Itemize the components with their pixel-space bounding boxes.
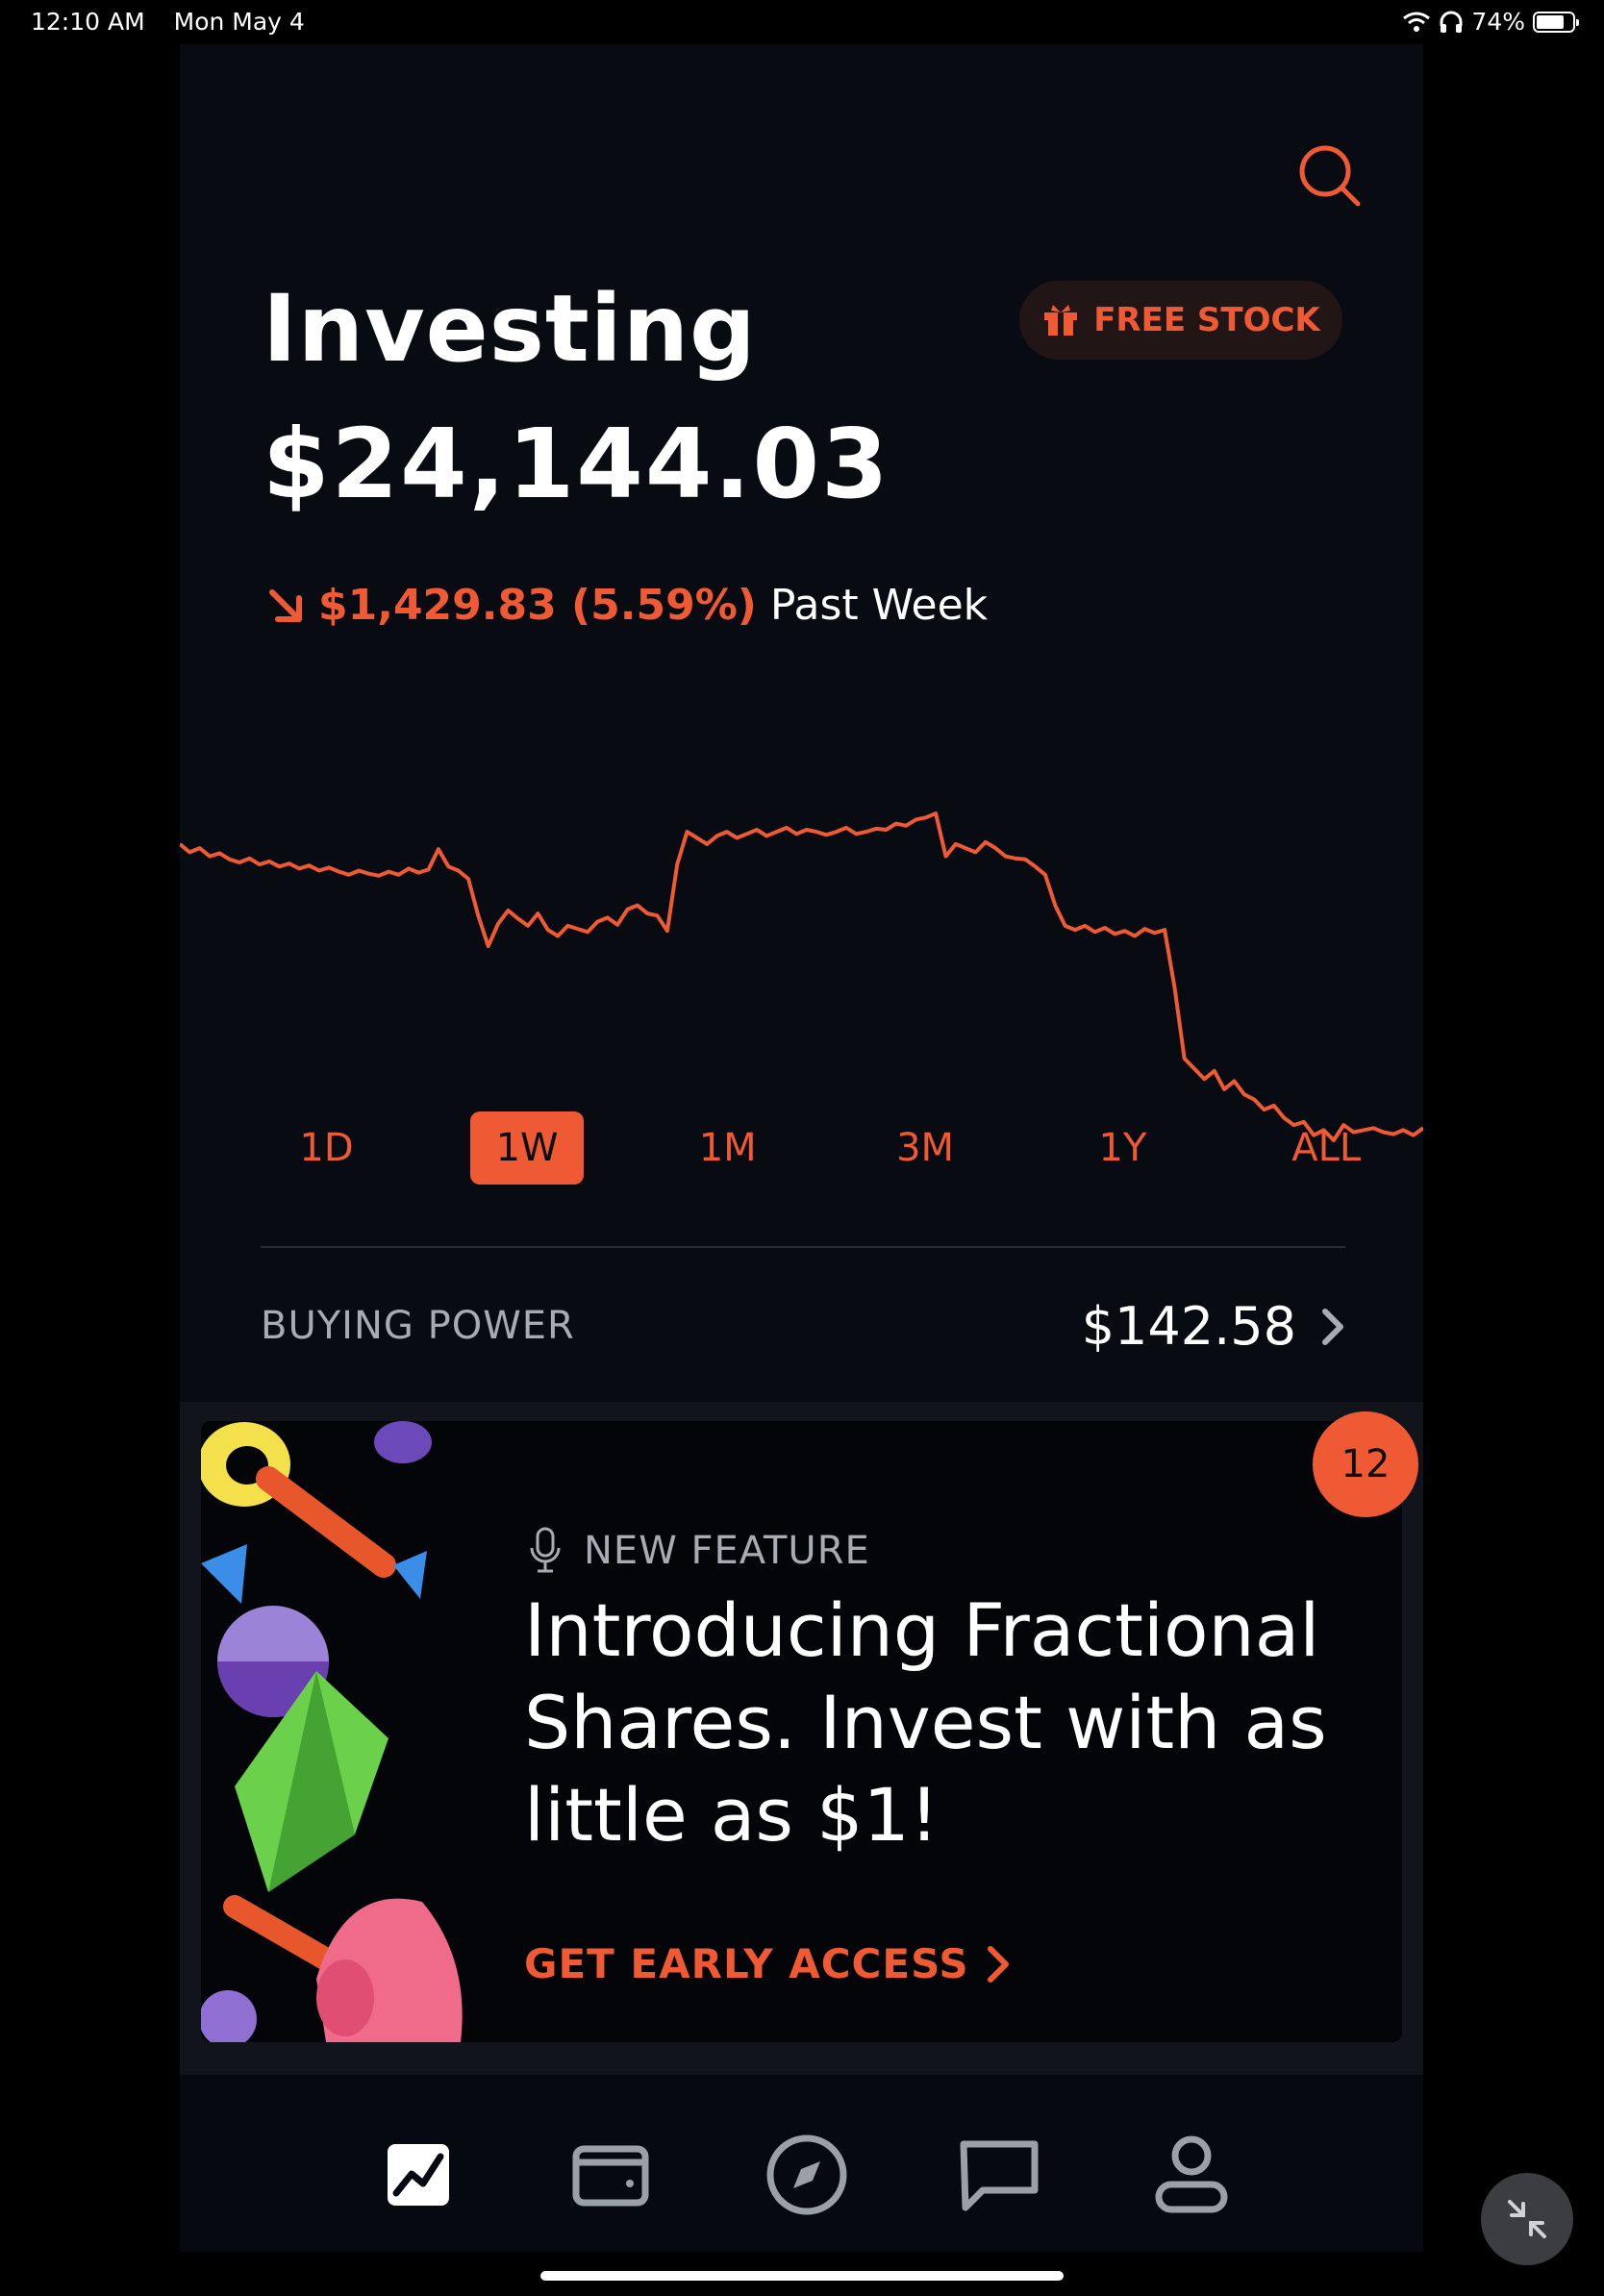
compass-icon [766,2134,847,2215]
chevron-right-icon [1322,1308,1343,1345]
time-range-selector: 1D 1W 1M 3M 1Y ALL [263,1111,1361,1188]
home-indicator[interactable] [540,2271,1064,2281]
status-time: 12:10 AM [31,8,145,36]
get-early-access-link[interactable]: GET EARLY ACCESS [524,1940,1010,1987]
buying-power-row[interactable]: $142.58 [1082,1296,1344,1357]
bottom-tab-bar [180,2075,1423,2252]
status-bar: 12:10 AM Mon May 4 74% [0,0,1604,44]
range-1y[interactable]: 1Y [1098,1126,1147,1170]
promo-card[interactable]: NEW FEATURE Introducing Fractional Share… [201,1421,1402,2042]
range-1m[interactable]: 1M [698,1126,757,1170]
wifi-icon [1403,12,1431,32]
chat-icon [960,2140,1039,2211]
promo-headline: Introducing Fractional Shares. Invest wi… [524,1587,1327,1858]
new-feature-tag: NEW FEATURE [528,1527,870,1575]
promo-illustration [201,1421,463,2042]
change-period: Past Week [769,581,989,630]
free-stock-button[interactable]: FREE STOCK [1019,281,1342,360]
battery-percent: 74% [1471,8,1525,36]
collapse-arrows-icon [1508,2200,1546,2238]
portfolio-tab[interactable] [372,2129,464,2221]
headphones-icon [1440,11,1463,33]
gift-icon [1044,305,1078,336]
notification-badge[interactable]: 12 [1313,1411,1418,1517]
free-stock-label: FREE STOCK [1093,301,1320,339]
change-amount: $1,429.83 (5.59%) [318,581,757,630]
arrow-down-right-icon [269,588,302,622]
status-bar-left: 12:10 AM Mon May 4 [31,8,326,36]
cta-label: GET EARLY ACCESS [524,1940,969,1987]
app-screen: Investing FREE STOCK $24,144.03 $1,429.8… [180,44,1423,2252]
range-1d[interactable]: 1D [299,1126,354,1170]
account-tab[interactable] [1145,2129,1238,2221]
portfolio-change: $1,429.83 (5.59%) Past Week [266,581,988,630]
page-title: Investing [263,275,757,383]
search-icon [1299,145,1361,207]
chevron-right-icon [987,1945,1009,1983]
status-bar-right: 74% [1402,8,1579,36]
divider [261,1246,1345,1248]
collapse-button[interactable] [1481,2173,1573,2265]
buying-power-label: BUYING POWER [261,1304,575,1348]
status-date: Mon May 4 [173,8,305,36]
new-feature-label: NEW FEATURE [584,1529,870,1573]
range-all[interactable]: ALL [1291,1126,1362,1170]
person-icon [1155,2135,1228,2213]
wallet-icon [572,2145,649,2207]
wallet-tab[interactable] [564,2129,657,2221]
messages-tab[interactable] [953,2129,1045,2221]
buying-power-value: $142.58 [1081,1296,1296,1357]
portfolio-chart[interactable] [180,794,1423,1160]
explore-tab[interactable] [761,2129,853,2221]
microphone-icon [530,1527,561,1573]
chart-icon [388,2144,449,2206]
range-1w[interactable]: 1W [470,1111,585,1185]
range-3m[interactable]: 3M [896,1126,955,1170]
portfolio-balance: $24,144.03 [263,408,890,520]
search-button[interactable] [1294,140,1366,212]
battery-icon [1533,11,1579,33]
chart-line [180,811,1423,1142]
